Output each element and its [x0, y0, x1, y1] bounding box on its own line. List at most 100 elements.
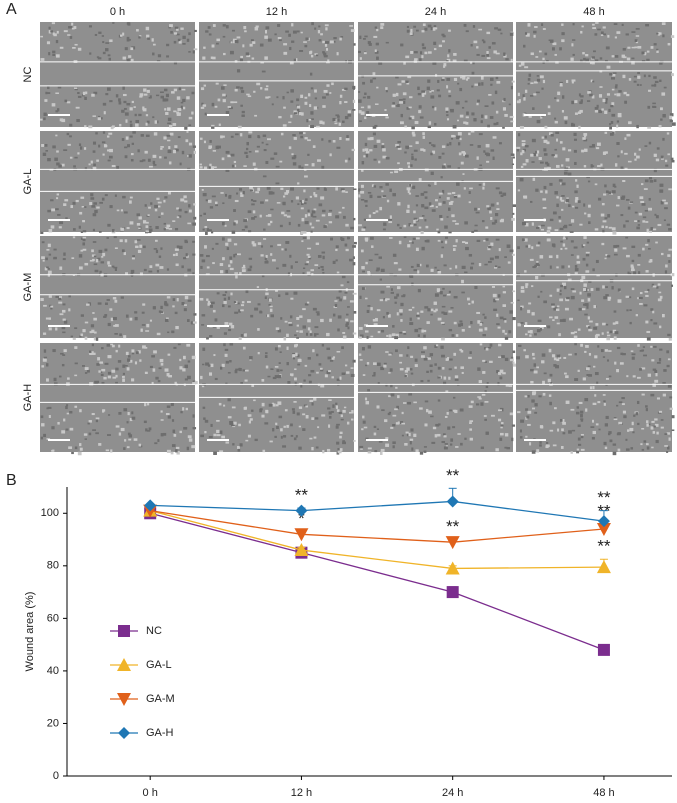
cell [611, 77, 615, 80]
cell [660, 419, 664, 421]
cell [442, 367, 445, 370]
cell [83, 433, 88, 436]
cell [253, 399, 256, 402]
cell [638, 296, 643, 300]
cell [422, 23, 426, 26]
cell [643, 74, 646, 78]
cell [444, 225, 448, 229]
cell [359, 359, 363, 361]
cell [240, 55, 244, 59]
cell [52, 32, 55, 36]
cell [586, 100, 591, 102]
cell [173, 110, 177, 113]
cell [65, 405, 68, 410]
cell [576, 448, 580, 451]
cell [408, 106, 412, 109]
cell [646, 423, 649, 427]
cell [468, 253, 473, 257]
cell [437, 399, 441, 402]
cell [155, 263, 160, 267]
cell [381, 190, 384, 193]
cell [306, 271, 311, 275]
cell [208, 147, 211, 150]
cell [495, 448, 499, 452]
cell [485, 431, 489, 435]
cell [63, 252, 66, 256]
cell [230, 292, 233, 296]
cell [574, 112, 578, 115]
cell [313, 397, 317, 401]
cell [659, 32, 662, 35]
cell [591, 95, 595, 99]
cell [658, 291, 662, 294]
cell [385, 41, 389, 44]
cell [156, 332, 161, 336]
cell [265, 96, 269, 99]
cell [422, 46, 426, 50]
cell [638, 271, 641, 275]
cell [493, 298, 497, 303]
cell [359, 35, 362, 39]
cell [390, 393, 395, 397]
cell [593, 365, 596, 368]
cell [668, 260, 671, 263]
cell [629, 309, 632, 311]
cell [140, 134, 144, 137]
cell [164, 301, 167, 304]
cell [314, 264, 319, 267]
cell [532, 177, 536, 181]
cell [473, 229, 478, 232]
cell [111, 228, 115, 232]
image-bg [40, 236, 195, 338]
cell [267, 214, 272, 217]
cell [510, 85, 514, 90]
cell [79, 409, 82, 413]
cell [365, 204, 368, 207]
cell [434, 344, 438, 348]
cell [608, 350, 612, 352]
cell [170, 451, 174, 455]
cell [304, 44, 308, 48]
cell [248, 257, 253, 260]
cell [597, 401, 601, 404]
cell [173, 346, 177, 349]
cell [133, 438, 138, 441]
cell [442, 433, 446, 437]
cell [53, 382, 58, 386]
cell [435, 423, 440, 427]
cell [659, 325, 662, 329]
cell [612, 131, 615, 135]
cell [236, 253, 241, 256]
cell [257, 303, 261, 306]
cell [379, 299, 384, 302]
cell [549, 316, 553, 319]
cell [59, 313, 64, 316]
cell [431, 209, 436, 212]
cell [652, 368, 657, 371]
cell [460, 350, 464, 353]
cell [580, 410, 584, 414]
cell [340, 284, 344, 287]
cell [107, 434, 111, 436]
cell [421, 351, 425, 354]
cell [641, 367, 646, 370]
cell [168, 374, 172, 378]
cell [372, 77, 377, 80]
cell [617, 196, 620, 200]
cell [369, 149, 373, 152]
cell [590, 79, 593, 83]
cell [265, 26, 270, 30]
cell [563, 356, 567, 359]
cell [50, 30, 53, 33]
cell [383, 297, 387, 300]
cell [358, 99, 362, 103]
cell [551, 47, 555, 51]
cell [252, 200, 257, 202]
cell [109, 39, 113, 42]
cell [498, 294, 501, 298]
cell [432, 426, 437, 430]
cell [362, 96, 366, 99]
cell [300, 31, 303, 34]
cell [304, 263, 309, 266]
cell [418, 105, 422, 109]
